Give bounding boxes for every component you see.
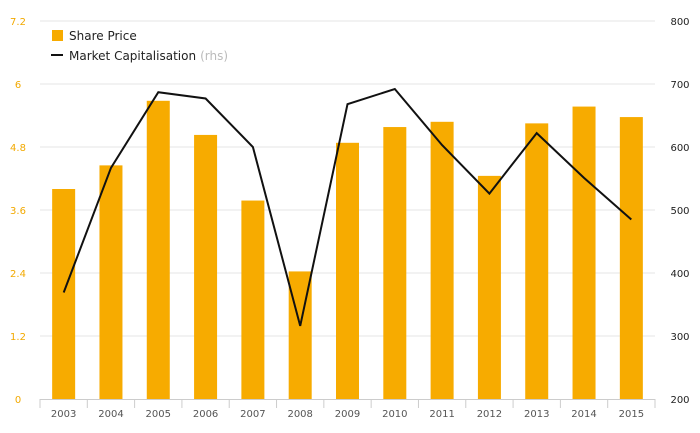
bar-share-price bbox=[99, 165, 123, 399]
y-right-tick-label: 800 bbox=[670, 17, 689, 28]
bar-share-price bbox=[477, 175, 501, 399]
legend-label-market-cap: Market Capitalisation (rhs) bbox=[69, 49, 228, 63]
bar-share-price bbox=[619, 117, 643, 399]
x-tick-label: 2004 bbox=[98, 409, 123, 420]
x-tick-label: 2006 bbox=[193, 409, 218, 420]
x-tick-label: 2013 bbox=[524, 409, 549, 420]
bar-share-price bbox=[525, 123, 549, 399]
y-right-tick-label: 400 bbox=[670, 269, 689, 280]
x-tick-label: 2015 bbox=[619, 409, 644, 420]
bar-share-price bbox=[194, 134, 218, 400]
y-right-tick-label: 700 bbox=[670, 80, 689, 91]
y-axis-right: 200 300 400 500 600 700 800 bbox=[670, 17, 689, 406]
bar-share-price bbox=[146, 100, 170, 400]
y-left-tick-label: 4.8 bbox=[10, 143, 26, 154]
y-right-tick-label: 200 bbox=[670, 395, 689, 406]
y-left-tick-label: 2.4 bbox=[10, 269, 26, 280]
bar-share-price bbox=[336, 142, 359, 400]
y-right-tick-label: 300 bbox=[670, 332, 689, 343]
bar-share-price bbox=[383, 127, 407, 400]
y-axis-left: 0 1.2 2.4 3.6 4.8 6 7.2 bbox=[10, 17, 26, 406]
y-left-tick-label: 1.2 bbox=[10, 332, 26, 343]
line-market-capitalisation bbox=[62, 87, 632, 327]
bar-series bbox=[52, 100, 643, 400]
y-left-tick-label: 0 bbox=[15, 395, 21, 406]
x-tick-label: 2005 bbox=[146, 409, 171, 420]
y-left-tick-label: 6 bbox=[15, 80, 21, 91]
legend-label-share-price: Share Price bbox=[69, 29, 137, 43]
x-tick-label: 2009 bbox=[335, 409, 360, 420]
y-left-tick-label: 7.2 bbox=[10, 17, 26, 28]
bar-share-price bbox=[52, 189, 76, 399]
y-right-tick-label: 500 bbox=[670, 206, 689, 217]
x-tick-label: 2003 bbox=[51, 409, 76, 420]
bar-share-price bbox=[430, 121, 454, 400]
legend-swatch-share-price bbox=[52, 30, 63, 41]
bar-share-price bbox=[572, 106, 596, 399]
y-left-tick-label: 3.6 bbox=[10, 206, 26, 217]
legend-market-cap-name: Market Capitalisation bbox=[69, 49, 196, 63]
legend: Share Price Market Capitalisation (rhs) bbox=[51, 29, 228, 63]
x-tick-label: 2010 bbox=[382, 409, 407, 420]
x-tick-label: 2008 bbox=[287, 409, 312, 420]
y-right-tick-label: 600 bbox=[670, 143, 689, 154]
x-tick-label: 2012 bbox=[477, 409, 502, 420]
legend-market-cap-suffix: (rhs) bbox=[200, 49, 228, 63]
x-tick-label: 2007 bbox=[240, 409, 265, 420]
line-series bbox=[62, 87, 632, 327]
x-axis: 2003 2004 2005 2006 2007 2008 2009 2010 2011 2012… bbox=[39, 399, 656, 420]
bar-share-price bbox=[241, 200, 265, 399]
x-tick-label: 2014 bbox=[571, 409, 596, 420]
x-tick-label: 2011 bbox=[429, 409, 454, 420]
